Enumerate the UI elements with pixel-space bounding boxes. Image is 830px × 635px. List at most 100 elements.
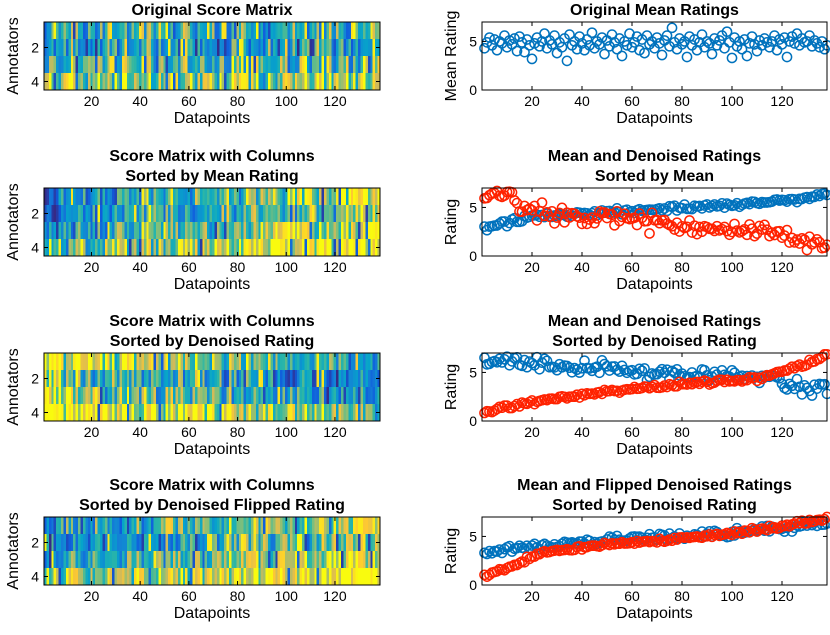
p5-cell	[370, 370, 374, 388]
p2-point	[676, 38, 688, 50]
p7-cell	[204, 534, 208, 552]
p5-cell	[175, 404, 179, 422]
p1-cell	[73, 22, 77, 40]
p1-cell	[214, 73, 218, 91]
p7-cell	[372, 517, 376, 535]
p7-cell	[282, 568, 286, 586]
p7-cell	[109, 534, 113, 552]
p5-cell	[216, 404, 220, 422]
p4-point	[754, 198, 765, 210]
p3-cell	[297, 188, 301, 206]
p7-cell	[180, 517, 184, 535]
p7-cell	[107, 551, 111, 569]
p7-cell	[119, 568, 123, 586]
p5-title-line-1: Score Matrix with Columns	[109, 313, 314, 330]
p4-point	[779, 230, 790, 241]
p5-cell	[309, 404, 313, 422]
p5-cell	[221, 404, 225, 422]
p1-cell	[246, 56, 250, 74]
p5-cell	[187, 370, 191, 388]
p3-cell	[136, 239, 140, 257]
p5-cell	[372, 370, 376, 388]
p3-cell	[263, 205, 267, 223]
p3-cell	[263, 222, 267, 240]
p1-cell	[119, 39, 123, 57]
p5-cell	[324, 404, 328, 422]
p1-cell	[280, 56, 284, 74]
p1-cell	[345, 56, 349, 74]
p4-point	[691, 228, 703, 240]
p1-cell	[58, 39, 62, 57]
p1-cell	[51, 22, 55, 40]
p1-cell	[129, 73, 133, 91]
p3-cell	[258, 205, 262, 223]
p3-cell	[302, 205, 306, 223]
p5-cell	[362, 404, 366, 422]
p7-cell	[231, 534, 235, 552]
p6-point	[524, 396, 535, 408]
p3-cell	[268, 205, 272, 223]
p3-cell	[136, 205, 140, 223]
p5-cell	[177, 404, 181, 422]
p1-cell	[143, 22, 147, 40]
p5-cell	[297, 353, 301, 371]
p7-cell	[338, 568, 342, 586]
p5-cell	[44, 353, 48, 371]
p7-cell	[275, 517, 279, 535]
p1-cell	[365, 39, 369, 57]
p6-point	[786, 361, 798, 373]
p5-cell	[180, 353, 184, 371]
p5-cell	[316, 404, 320, 422]
p3-cell	[141, 239, 145, 257]
p1-cell	[224, 56, 228, 74]
p5-cell	[104, 404, 108, 422]
p5-cell	[253, 353, 257, 371]
p1-cell	[153, 56, 157, 74]
p1-cell	[197, 56, 201, 74]
p4-point	[716, 223, 728, 235]
p1-cell	[177, 56, 181, 74]
p1-cell	[285, 56, 289, 74]
p3-cell	[63, 205, 67, 223]
p3-cell	[265, 239, 269, 257]
p7-cell	[289, 568, 293, 586]
p1-xtick-label: 20	[84, 93, 100, 109]
p7-cell	[362, 517, 366, 535]
p3-cell	[134, 188, 138, 206]
p7-cell	[158, 568, 162, 586]
p1-cell	[316, 73, 320, 91]
p3-cell	[370, 205, 374, 223]
p5-cell	[126, 387, 130, 405]
p3-cell	[302, 222, 306, 240]
p5-cell	[280, 387, 284, 405]
p1-cell	[358, 56, 362, 74]
p1-cell	[314, 39, 318, 57]
p3-cell	[241, 222, 245, 240]
p7-cell	[143, 517, 147, 535]
p5-cell	[224, 353, 228, 371]
p5-cell	[148, 370, 152, 388]
p5-cell	[372, 404, 376, 422]
p3-cell	[372, 239, 376, 257]
p3-cell	[268, 239, 272, 257]
p1-cell	[260, 39, 264, 57]
p7-cell	[65, 517, 69, 535]
p5-cell	[353, 404, 357, 422]
p3-cell	[121, 239, 125, 257]
p4-xtick-label: 100	[720, 259, 744, 275]
p1-cell	[90, 22, 94, 40]
p7-cell	[229, 534, 233, 552]
p3-cell	[56, 205, 60, 223]
p7-cell	[192, 551, 196, 569]
p5-cell	[236, 370, 240, 388]
p7-cell	[209, 568, 213, 586]
p1-cell	[326, 39, 330, 57]
p5-cell	[153, 387, 157, 405]
p3-cell	[68, 188, 72, 206]
p7-cell	[202, 568, 206, 586]
p3-cell	[212, 188, 216, 206]
p7-cell	[146, 551, 150, 569]
p1-cell	[143, 39, 147, 57]
p3-cell	[92, 222, 96, 240]
